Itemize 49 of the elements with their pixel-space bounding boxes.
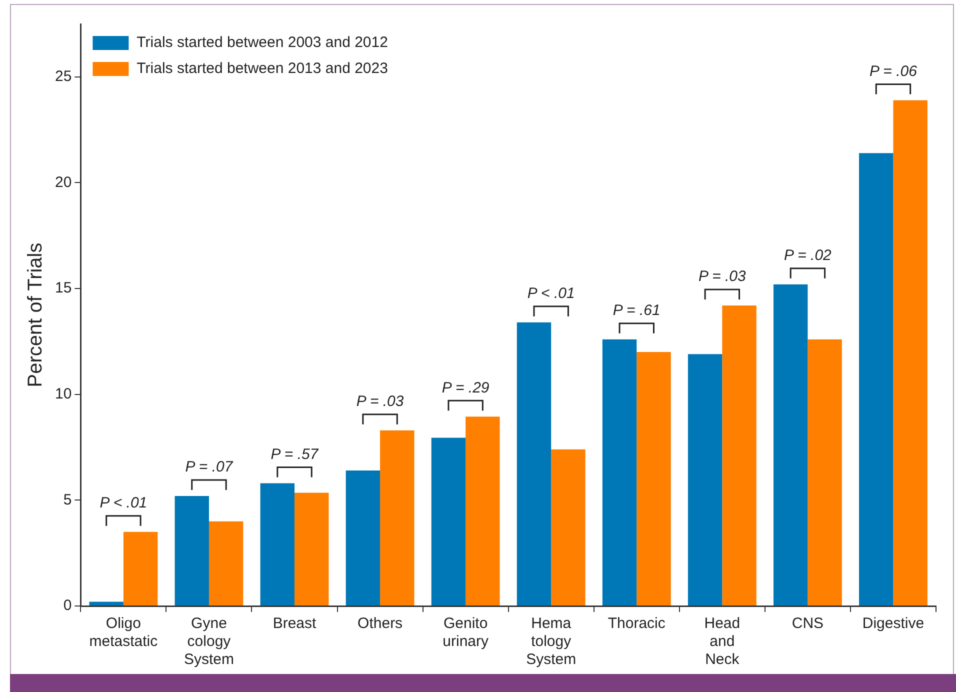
x-tick-label: Thoracic — [608, 615, 666, 632]
x-tick-label: Digestive — [862, 615, 924, 632]
x-tick-label: Hema tology System — [526, 615, 576, 668]
bar — [516, 322, 552, 606]
annotation: P = .02 — [784, 246, 832, 264]
bar — [294, 492, 329, 606]
bar — [208, 521, 244, 606]
x-tick-label: Head and Neck — [704, 615, 740, 668]
bar — [380, 430, 414, 606]
bar — [260, 483, 295, 606]
bar — [893, 100, 928, 606]
annotation: P = .07 — [185, 458, 234, 476]
bar — [123, 532, 158, 606]
bar — [773, 284, 808, 606]
x-tick-label: Gyne cology System — [184, 615, 234, 668]
x-tick-label: CNS — [792, 615, 824, 632]
bar — [636, 352, 671, 606]
bar — [722, 305, 756, 606]
x-tick-label: Breast — [272, 615, 318, 632]
legend-label: Trials started between 2003 and 2012 — [136, 34, 388, 52]
y-tick-label: 15 — [54, 280, 72, 297]
bar — [346, 470, 380, 606]
annotation: P = .03 — [356, 393, 404, 410]
annotation: P < .01 — [527, 285, 575, 302]
annotation: P = .03 — [698, 268, 747, 286]
bar — [808, 339, 842, 606]
x-tick-label: Genito urinary — [442, 615, 489, 650]
annotation: P < .01 — [100, 494, 148, 512]
x-tick-label: Oligo metastatic — [89, 615, 158, 650]
y-axis-title: Percent of Trials — [24, 242, 47, 388]
y-tick-label: 10 — [54, 386, 72, 403]
x-tick-label: Others — [358, 615, 403, 632]
y-tick-label: 25 — [54, 68, 72, 86]
annotation: P = .06 — [870, 62, 918, 80]
bar — [551, 449, 586, 606]
bar — [174, 496, 209, 606]
bar — [431, 438, 466, 606]
annotation: P = .61 — [612, 302, 660, 320]
bar — [859, 153, 894, 606]
y-tick-label: 20 — [54, 174, 72, 191]
bar — [89, 602, 124, 606]
legend-label: Trials started between 2013 and 2023 — [136, 60, 388, 78]
annotation: P = .57 — [270, 446, 319, 463]
y-tick-label: 5 — [63, 491, 72, 508]
bar — [602, 339, 637, 606]
annotation: P = .29 — [442, 379, 490, 396]
bar — [688, 354, 722, 606]
y-tick-label: 0 — [63, 597, 72, 614]
bar — [466, 416, 500, 606]
